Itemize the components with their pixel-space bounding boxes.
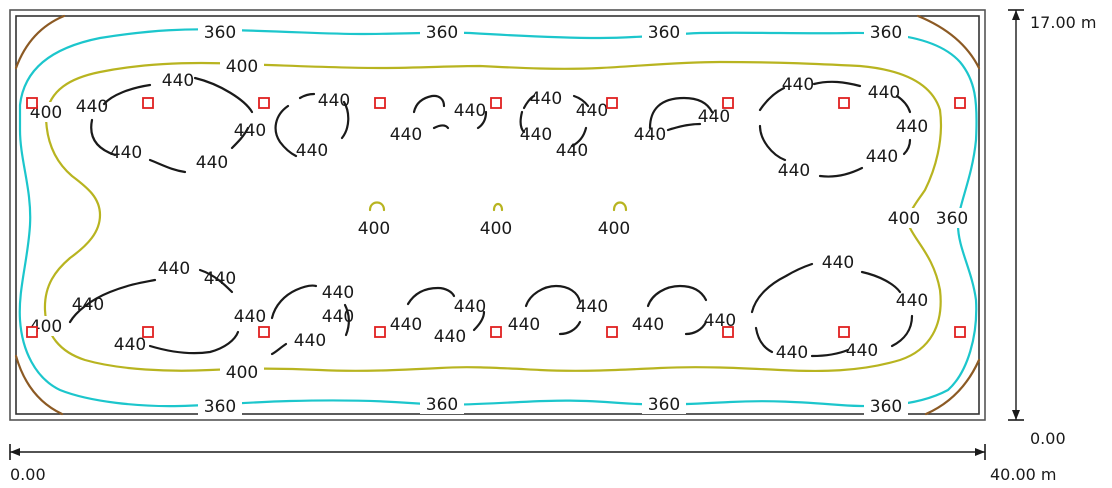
label-360: 360 (870, 397, 902, 417)
luminaire-marker (839, 98, 849, 108)
luminaire-marker (723, 98, 733, 108)
luminaire-marker (839, 327, 849, 337)
label-440: 440 (576, 297, 608, 317)
label-440: 440 (698, 107, 730, 127)
label-440: 440 (782, 75, 814, 95)
luminaire-marker (27, 327, 37, 337)
label-360: 360 (648, 395, 680, 415)
length-max-label: 40.00 m (990, 465, 1056, 484)
luminaire-marker (259, 98, 269, 108)
luminaire-marker (955, 327, 965, 337)
height-origin-label: 0.00 (1030, 429, 1066, 448)
label-440: 440 (72, 295, 104, 315)
label-440: 440 (158, 259, 190, 279)
label-400: 400 (598, 219, 630, 239)
label-440: 440 (204, 269, 236, 289)
label-440: 440 (110, 143, 142, 163)
luminaire-marker (491, 327, 501, 337)
label-440: 440 (556, 141, 588, 161)
label-400: 400 (480, 219, 512, 239)
label-440: 440 (822, 253, 854, 273)
label-440: 440 (196, 153, 228, 173)
label-440: 440 (322, 283, 354, 303)
label-360: 360 (426, 23, 458, 43)
label-440: 440 (778, 161, 810, 181)
label-360: 360 (204, 397, 236, 417)
label-440: 440 (296, 141, 328, 161)
luminaire-marker (375, 327, 385, 337)
label-440: 440 (634, 125, 666, 145)
label-440: 440 (776, 343, 808, 363)
label-440: 440 (454, 297, 486, 317)
label-400: 400 (888, 209, 920, 229)
luminaire-marker (259, 327, 269, 337)
label-440: 440 (866, 147, 898, 167)
arrowhead-up-icon (1012, 10, 1020, 20)
label-440: 440 (576, 101, 608, 121)
luminaire-marker (27, 98, 37, 108)
luminaire-marker (143, 98, 153, 108)
label-440: 440 (868, 83, 900, 103)
length-dimension: 0.00 40.00 m (10, 444, 1056, 484)
label-400: 400 (226, 363, 258, 383)
arrowhead-left-icon (10, 448, 20, 456)
label-400: 400 (226, 57, 258, 77)
label-440: 440 (162, 71, 194, 91)
luminaire-marker (491, 98, 501, 108)
label-440: 440 (896, 117, 928, 137)
label-440: 440 (896, 291, 928, 311)
length-origin-label: 0.00 (10, 465, 46, 484)
room-outer-border (10, 10, 985, 420)
label-440: 440 (454, 101, 486, 121)
luminaire-marker (955, 98, 965, 108)
label-360: 360 (936, 209, 968, 229)
height-max-label: 17.00 m (1030, 13, 1096, 32)
label-440: 440 (390, 125, 422, 145)
label-440: 440 (234, 121, 266, 141)
label-440: 440 (318, 91, 350, 111)
luminaire-marker (723, 327, 733, 337)
label-440: 440 (114, 335, 146, 355)
label-440: 440 (434, 327, 466, 347)
label-440: 440 (76, 97, 108, 117)
arrowhead-right-icon (975, 448, 985, 456)
label-440: 440 (234, 307, 266, 327)
label-440: 440 (632, 315, 664, 335)
label-360: 360 (426, 395, 458, 415)
label-360: 360 (870, 23, 902, 43)
height-dimension: 17.00 m 0.00 (1008, 10, 1096, 448)
label-400: 400 (358, 219, 390, 239)
luminaire-marker (607, 327, 617, 337)
label-440: 440 (846, 341, 878, 361)
luminaire-marker (143, 327, 153, 337)
label-360: 360 (204, 23, 236, 43)
label-440: 440 (294, 331, 326, 351)
label-440: 440 (322, 307, 354, 327)
luminaire-marker (607, 98, 617, 108)
label-440: 440 (530, 89, 562, 109)
label-440: 440 (520, 125, 552, 145)
arrowhead-down-icon (1012, 410, 1020, 420)
label-440: 440 (508, 315, 540, 335)
label-360: 360 (648, 23, 680, 43)
luminaire-marker (375, 98, 385, 108)
label-440: 440 (390, 315, 422, 335)
